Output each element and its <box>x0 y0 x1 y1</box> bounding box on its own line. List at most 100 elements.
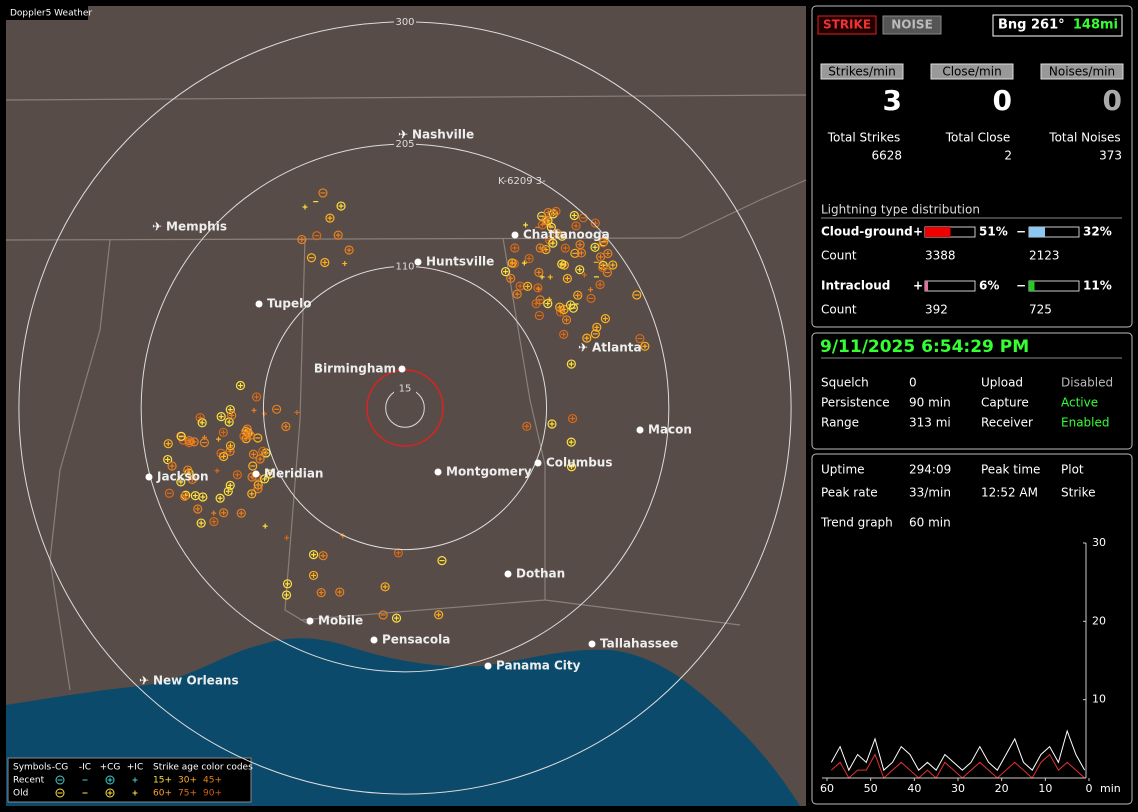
bearing: Bng 261° <box>998 18 1065 33</box>
trend-line <box>830 729 1086 772</box>
airport-icon: ✈ <box>139 674 149 688</box>
noise-button[interactable] <box>882 15 942 35</box>
strike-button-label: STRIKE <box>823 18 871 32</box>
x-tick-label: 20 <box>995 782 1009 795</box>
city-label: Columbus <box>546 456 613 470</box>
city-dot <box>414 258 422 266</box>
strike-symbol <box>197 418 207 428</box>
strike-symbol <box>640 341 650 351</box>
strike-symbol <box>306 253 317 263</box>
city-label: Montgomery <box>446 465 532 479</box>
sign: + <box>913 225 923 239</box>
strike-symbol <box>557 259 567 269</box>
strike-symbol <box>541 244 551 255</box>
ring-label: 110 <box>395 261 414 272</box>
total-value: 6628 <box>871 149 902 163</box>
status-panel <box>811 332 1133 450</box>
strike-symbols <box>163 188 650 623</box>
strike-symbol <box>336 201 346 211</box>
strike-symbol <box>281 590 292 600</box>
strike-symbol <box>318 188 328 198</box>
station-label: K-6209 3- <box>498 176 546 187</box>
strike-symbol <box>163 439 173 449</box>
legend-type: -IC <box>79 763 91 773</box>
legend-label: Symbols <box>13 763 52 773</box>
count-label: Count <box>821 249 857 263</box>
x-tick-label: 0 <box>1086 782 1093 795</box>
city-dot <box>484 662 492 670</box>
strike-symbol <box>199 437 210 448</box>
city-dot <box>636 426 644 434</box>
strike-symbol <box>522 421 532 431</box>
city-label: Birmingham <box>314 362 396 376</box>
strike-symbol <box>245 430 255 440</box>
strike-symbol <box>344 245 354 255</box>
city-label: Huntsville <box>426 255 494 269</box>
strike-symbol <box>312 231 322 241</box>
count: 392 <box>925 303 948 317</box>
strike-symbol <box>393 548 404 558</box>
strike-symbol <box>335 587 345 597</box>
percent-bar <box>925 227 951 237</box>
distribution-title: Lightning type distribution <box>821 203 980 217</box>
status-cell: Persistence <box>821 396 890 410</box>
strike-symbol <box>219 451 229 462</box>
strike-symbol <box>552 228 562 238</box>
airport-icon: ✈ <box>398 128 408 142</box>
city-dot <box>370 636 378 644</box>
strike-symbol <box>533 283 543 293</box>
strike-symbol <box>575 265 585 275</box>
strike-symbol <box>548 209 558 219</box>
city-label: Atlanta <box>592 341 642 355</box>
strike-symbol <box>320 257 330 268</box>
strike-symbol <box>272 404 282 414</box>
strike-symbol <box>248 461 258 471</box>
ring-label-bg <box>394 382 416 395</box>
city-label: Pensacola <box>382 633 450 647</box>
strike-symbol <box>592 322 602 332</box>
status-cell: Range <box>821 416 859 430</box>
strike-symbol <box>546 222 556 232</box>
strike-symbol <box>512 289 522 299</box>
strike-symbol <box>255 454 265 464</box>
count: 3388 <box>925 249 956 263</box>
stat-button <box>820 63 904 80</box>
strike-symbol <box>247 489 257 499</box>
legend-type: +CG <box>100 763 121 773</box>
strike-symbol <box>218 427 228 437</box>
city-dot <box>145 473 153 481</box>
strike-symbol <box>198 492 208 502</box>
status-cell: 90 min <box>909 396 951 410</box>
percent-label: 32% <box>1083 225 1112 239</box>
city-label: Meridian <box>264 467 323 481</box>
type-name: Intracloud <box>821 279 890 293</box>
strike-symbol <box>215 493 225 503</box>
strike-symbol <box>568 303 578 313</box>
strike-symbol <box>510 243 520 253</box>
strike-symbol <box>224 417 234 427</box>
strike-symbol <box>524 253 534 264</box>
strike-symbol <box>500 267 511 277</box>
legend-row: Recent <box>13 776 45 786</box>
x-tick-label: 50 <box>864 782 878 795</box>
strike-symbol <box>534 267 544 277</box>
strike-symbol <box>595 252 606 262</box>
strike-symbol <box>216 412 226 422</box>
total-value: 373 <box>1099 149 1122 163</box>
legend-symbol <box>105 775 115 785</box>
strike-symbol <box>225 441 236 451</box>
strike-symbol <box>557 231 567 241</box>
strike-symbol <box>565 300 576 310</box>
strike-button[interactable] <box>817 15 877 35</box>
strike-symbol <box>176 431 186 441</box>
strike-symbol <box>251 392 262 402</box>
type-name: Cloud-ground <box>821 225 913 239</box>
legend-type: -CG <box>52 763 69 773</box>
strike-symbol <box>632 290 642 300</box>
strike-symbol <box>590 242 600 252</box>
strike-symbol <box>308 570 319 581</box>
strike-symbol <box>559 304 569 315</box>
strike-symbol <box>225 480 235 490</box>
